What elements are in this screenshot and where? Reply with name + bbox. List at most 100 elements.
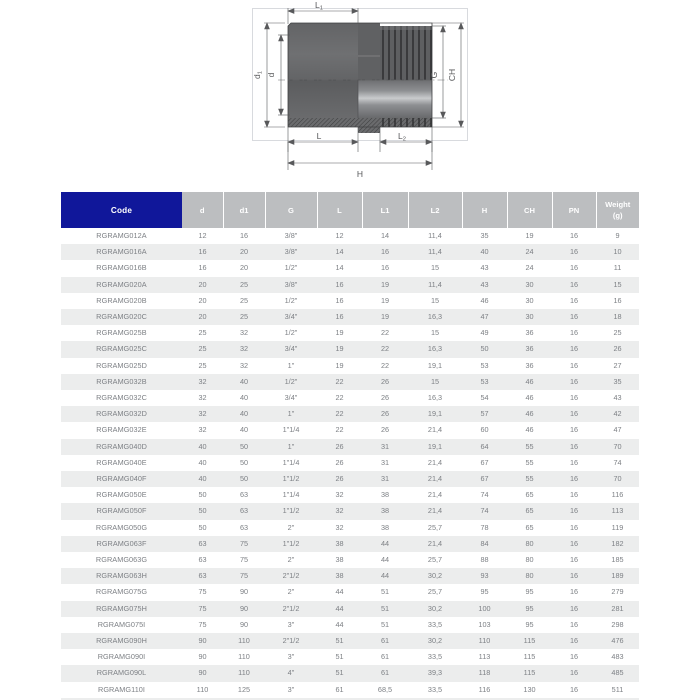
cell-g: 1"1/4 [282, 490, 300, 500]
table-row[interactable]: RGRAMG016A 16 20 3/8" 14 16 11,4 40 24 16 10 [61, 244, 639, 261]
table-row[interactable]: RGRAMG032D 32 40 1" 22 26 19,1 57 46 16 42 [61, 406, 639, 423]
table-row[interactable]: RGRAMG075G 75 90 2" 44 51 25,7 95 95 16 279 [61, 584, 639, 601]
cell-h: 43 [480, 263, 489, 273]
col-header-l2[interactable]: L2 [408, 192, 463, 228]
cell-weight: 42 [613, 409, 622, 419]
cell-weight: 483 [611, 652, 624, 662]
cell-l2: 19,1 [427, 409, 443, 419]
cell-pn: 16 [569, 344, 579, 354]
cell-h: 64 [480, 441, 489, 451]
table-row[interactable]: RGRAMG012A 12 16 3/8" 12 14 11,4 35 19 16 9 [61, 228, 639, 245]
table-row[interactable]: RGRAMG063H 63 75 2"1/2 38 44 30,2 93 80 16 189 [61, 568, 639, 585]
table-row[interactable]: RGRAMG075I 75 90 3" 44 51 33,5 103 95 16 298 [61, 616, 639, 634]
cell-l2: 25,7 [427, 555, 443, 565]
cell-h: 60 [480, 425, 489, 435]
col-header-weight[interactable]: Weight (g) [596, 192, 639, 228]
table-row[interactable]: RGRAMG020C 20 25 3/4" 16 19 16,3 47 30 16 18 [61, 309, 639, 326]
cell-d: 25 [198, 328, 207, 338]
table-row[interactable]: RGRAMG032C 32 40 3/4" 22 26 16,3 54 46 16 43 [61, 390, 639, 407]
cell-ch: 55 [525, 441, 534, 451]
cell-d1: 63 [239, 490, 249, 500]
cell-l1: 31 [380, 457, 390, 467]
cell-l1: 61 [380, 668, 390, 678]
table-row[interactable]: RGRAMG020A 20 25 3/8" 16 19 11,4 43 30 16 15 [61, 276, 639, 293]
cell-weight: 9 [615, 231, 620, 240]
cell-ch: 24 [525, 263, 534, 273]
cell-pn: 16 [569, 393, 579, 403]
cell-d: 25 [198, 344, 207, 354]
table-row[interactable]: RGRAMG040D 40 50 1" 26 31 19,1 64 55 16 70 [61, 438, 639, 455]
table-row[interactable]: RGRAMG032B 32 40 1/2" 22 26 15 53 46 16 35 [61, 373, 639, 391]
table-row[interactable]: RGRAMG075H 75 90 2"1/2 44 51 30,2 100 95 16 281 [61, 600, 639, 617]
cell-g: 1" [287, 441, 295, 451]
col-header-code[interactable]: Code [61, 192, 182, 228]
table-row[interactable]: RGRAMG050G 50 63 2" 32 38 25,7 78 65 16 119 [61, 519, 639, 536]
cell-d1: 63 [239, 506, 249, 516]
table-row[interactable]: RGRAMG025C 25 32 3/4" 19 22 16,3 50 36 16 26 [61, 341, 639, 358]
cell-d: 32 [198, 393, 207, 403]
fitting-body [287, 22, 433, 133]
cell-code: RGRAMG020B [96, 295, 147, 305]
cell-l1: 26 [380, 409, 390, 419]
cell-pn: 16 [569, 506, 579, 516]
table-row[interactable]: RGRAMG110I 110 125 3" 61 68,5 33,5 116 130 16 511 [61, 681, 639, 698]
cell-l: 51 [335, 668, 344, 678]
cell-l1: 16 [380, 247, 390, 257]
cell-l2: 11,4 [428, 279, 442, 289]
table-row[interactable]: RGRAMG020B 20 25 1/2" 16 19 15 46 30 16 16 [61, 292, 639, 310]
col-header-l1[interactable]: L1 [362, 192, 409, 228]
cell-h: 53 [480, 376, 489, 386]
table-row[interactable]: RGRAMG016B 16 20 1/2" 14 16 15 43 24 16 11 [61, 260, 639, 277]
cell-h: 67 [480, 457, 489, 467]
cell-d1: 90 [239, 619, 249, 629]
cell-h: 50 [480, 344, 489, 354]
table-row[interactable]: RGRAMG090L 90 110 4" 51 61 39,3 118 115 16 485 [61, 665, 639, 682]
table-row[interactable]: RGRAMG090H 90 110 2"1/2 51 61 30,2 110 115 16 476 [61, 633, 639, 650]
col-header-l[interactable]: L [317, 192, 363, 228]
col-header-d1[interactable]: d1 [223, 192, 266, 228]
table-row[interactable]: RGRAMG040F 40 50 1"1/2 26 31 21,4 67 55 16 70 [61, 471, 639, 488]
cell-g: 1/2" [284, 295, 298, 305]
cell-d: 40 [198, 474, 207, 484]
drawing-frame [252, 8, 468, 141]
col-header-d[interactable]: d [182, 192, 224, 228]
cell-ch: 46 [525, 409, 534, 419]
cell-h: 54 [480, 393, 489, 403]
cell-weight: 18 [613, 312, 622, 322]
table-row[interactable]: RGRAMG050F 50 63 1"1/2 32 38 21,4 74 65 16 113 [61, 503, 639, 520]
cell-weight: 298 [611, 619, 624, 629]
label-H: H [357, 169, 363, 179]
cell-pn: 16 [569, 247, 579, 257]
col-header-pn[interactable]: PN [552, 192, 597, 228]
table-row[interactable]: RGRAMG025B 25 32 1/2" 19 22 15 49 36 16 25 [61, 325, 639, 342]
table-row[interactable]: RGRAMG025D 25 32 1" 19 22 19,1 53 36 16 27 [61, 357, 639, 374]
table-row[interactable]: RGRAMG063F 63 75 1"1/2 38 44 21,4 84 80 16 182 [61, 535, 639, 553]
col-header-g[interactable]: G [265, 192, 318, 228]
cell-h: 46 [480, 295, 489, 305]
cell-g: 3/8" [284, 231, 298, 240]
table-row[interactable]: RGRAMG040E 40 50 1"1/4 26 31 21,4 67 55 16 74 [61, 454, 639, 472]
cell-l2: 19,1 [427, 360, 443, 370]
col-header-ch[interactable]: CH [507, 192, 553, 228]
cell-ch: 80 [525, 538, 534, 548]
cell-l2: 16,3 [427, 393, 443, 403]
cell-d1: 125 [237, 684, 251, 694]
cell-l2: 33,5 [427, 652, 443, 662]
cell-h: 84 [480, 538, 489, 548]
cell-pn: 16 [569, 668, 579, 678]
cell-pn: 16 [569, 263, 579, 273]
cell-d: 90 [198, 636, 207, 646]
table-row[interactable]: RGRAMG090I 90 110 3" 51 61 33,5 113 115 16 483 [61, 649, 639, 666]
cell-d1: 75 [239, 571, 249, 581]
table-row[interactable]: RGRAMG063G 63 75 2" 38 44 25,7 88 80 16 185 [61, 552, 639, 569]
col-header-h[interactable]: H [462, 192, 508, 228]
cell-g: 1/2" [284, 328, 298, 338]
table-row[interactable]: RGRAMG032E 32 40 1"1/4 22 26 21,4 60 46 16 47 [61, 422, 639, 439]
label-G: G [429, 72, 439, 79]
cell-ch: 55 [525, 457, 534, 467]
cell-l2: 30,2 [427, 603, 443, 613]
cell-d1: 90 [239, 603, 249, 613]
cell-d1: 50 [239, 441, 249, 451]
table-row[interactable]: RGRAMG050E 50 63 1"1/4 32 38 21,4 74 65 16 116 [61, 487, 639, 504]
